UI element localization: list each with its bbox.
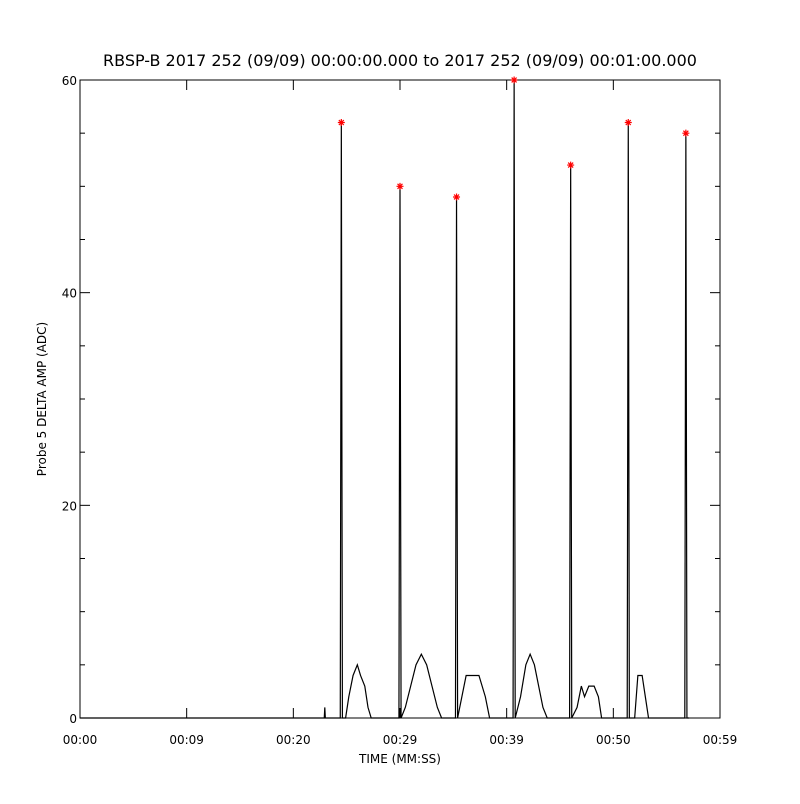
peak-marker [396, 182, 404, 190]
x-tick-label: 00:59 [703, 733, 738, 747]
y-tick-label: 60 [62, 74, 77, 88]
peak-marker [624, 119, 632, 127]
data-line [80, 79, 690, 719]
peak-marker [453, 193, 461, 201]
x-tick-label: 00:00 [63, 733, 98, 747]
y-axis-label: Probe 5 DELTA AMP (ADC) [35, 322, 49, 476]
y-tick-label: 20 [62, 499, 77, 513]
peak-marker [682, 129, 690, 137]
x-tick-label: 00:20 [276, 733, 311, 747]
y-tick-label: 40 [62, 287, 77, 301]
peak-marker [337, 119, 345, 127]
x-tick-label: 00:09 [169, 733, 204, 747]
peak-marker [510, 76, 518, 84]
x-tick-label: 00:50 [596, 733, 631, 747]
x-tick-label: 00:39 [489, 733, 524, 747]
peak-marker [567, 161, 575, 169]
x-tick-label: 00:29 [383, 733, 418, 747]
x-axis-label: TIME (MM:SS) [358, 752, 441, 766]
chart-title: RBSP-B 2017 252 (09/09) 00:00:00.000 to … [103, 51, 697, 70]
y-tick-label: 0 [69, 712, 77, 726]
